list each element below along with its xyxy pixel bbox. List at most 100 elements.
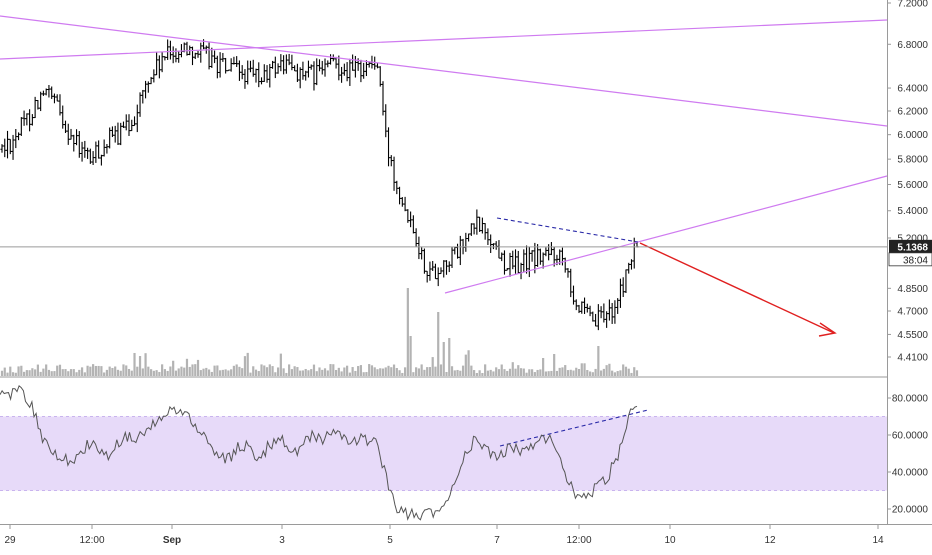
volume-bar xyxy=(254,369,258,376)
volume-bar xyxy=(442,342,445,376)
volume-bar xyxy=(161,364,164,376)
volume-bar xyxy=(315,371,318,376)
volume-bar xyxy=(111,367,114,376)
volume-bar xyxy=(415,367,418,376)
volume-bar xyxy=(434,366,437,376)
volume-bar xyxy=(202,368,205,376)
time-tick-label: 29 xyxy=(4,535,16,546)
volume-bar xyxy=(550,370,553,376)
volume-bar xyxy=(368,364,371,376)
volume-bar xyxy=(456,369,459,376)
price-tick-label: 6.4000 xyxy=(897,84,928,95)
volume-bar xyxy=(605,365,608,376)
volume-bar xyxy=(89,366,92,376)
volume-bar xyxy=(263,365,266,376)
volume-bar xyxy=(392,364,396,376)
volume-bar xyxy=(299,370,302,376)
volume-bar xyxy=(619,370,622,376)
volume-bar xyxy=(500,364,503,376)
price-tick-label: 6.0000 xyxy=(897,130,928,141)
price-bars xyxy=(0,39,639,331)
volume-bar xyxy=(296,367,299,376)
volume-bar xyxy=(80,367,84,376)
time-tick-label: 10 xyxy=(664,535,676,546)
volume-bar xyxy=(221,369,224,376)
volume-bar xyxy=(387,365,390,376)
volume-bar xyxy=(359,365,363,376)
volume-bar xyxy=(191,364,194,376)
volume-bar xyxy=(158,371,161,376)
volume-bar xyxy=(464,354,467,376)
volume-bar xyxy=(547,371,550,376)
price-tick-label: 4.5500 xyxy=(897,330,928,341)
volume-bar xyxy=(265,367,269,376)
volume-bar xyxy=(180,366,183,376)
volume-bar xyxy=(437,312,440,376)
volume-bar xyxy=(53,371,56,376)
price-tick-label: 5.8000 xyxy=(897,155,928,166)
volume-bars xyxy=(0,288,639,376)
volume-bar xyxy=(492,371,495,376)
volume-bar xyxy=(558,367,561,376)
volume-bar xyxy=(608,363,611,376)
price-tick-label: 4.4100 xyxy=(897,353,928,364)
time-tick-label: 12:00 xyxy=(79,535,104,546)
volume-bar xyxy=(365,372,368,376)
volume-bar xyxy=(459,370,462,376)
volume-bar xyxy=(169,366,172,376)
volume-bar xyxy=(205,367,208,376)
volume-bar xyxy=(326,370,329,376)
volume-bar xyxy=(453,370,456,376)
volume-bar xyxy=(613,372,617,376)
time-tick-label: 3 xyxy=(279,535,285,546)
volume-bar xyxy=(470,365,473,376)
volume-bar xyxy=(514,368,517,376)
volume-bar xyxy=(42,368,45,376)
volume-bar xyxy=(163,369,166,376)
volume-bar xyxy=(210,371,213,376)
volume-bar xyxy=(517,365,520,376)
volume-bar xyxy=(506,370,509,376)
volume-bar xyxy=(58,364,62,376)
volume-bar xyxy=(227,370,230,376)
volume-bar xyxy=(583,363,586,376)
volume-bar xyxy=(232,365,236,376)
volume-bar xyxy=(144,353,147,376)
volume-bar xyxy=(183,367,186,376)
oscillator-line xyxy=(0,384,638,521)
support-trendline xyxy=(444,175,888,294)
volume-bar xyxy=(188,366,191,376)
volume-bar xyxy=(103,372,106,376)
volume-bar xyxy=(61,369,64,376)
volume-bar xyxy=(539,369,542,376)
volume-bar xyxy=(97,365,100,376)
volume-bar xyxy=(340,371,343,376)
volume-bar xyxy=(630,372,633,376)
volume-bar xyxy=(627,368,630,376)
volume-bar xyxy=(591,372,594,376)
volume-bar xyxy=(108,366,111,376)
price-axis: 7.2000 6.8000 6.4000 6.2000 6.0000 5.8000 5.60… xyxy=(887,0,928,364)
volume-bar xyxy=(420,364,423,376)
drawing-tools xyxy=(0,15,888,447)
volume-bar xyxy=(105,369,109,376)
volume-bar xyxy=(45,364,48,376)
volume-bar xyxy=(486,370,490,376)
volume-bar xyxy=(566,370,570,376)
volume-bar xyxy=(553,354,556,376)
volume-bar xyxy=(511,362,514,376)
volume-bar xyxy=(78,369,81,376)
oscillator-tick-label: 80.0000 xyxy=(892,394,929,405)
volume-bar xyxy=(417,368,420,376)
volume-bar xyxy=(318,367,321,376)
price-tick-label: 5.4000 xyxy=(897,206,928,217)
volume-bar xyxy=(172,360,175,376)
volume-bar xyxy=(249,372,252,376)
volume-bar xyxy=(252,366,255,376)
volume-bar xyxy=(597,346,600,376)
volume-bar xyxy=(100,366,103,376)
volume-bar xyxy=(31,368,34,376)
volume-bar xyxy=(213,365,216,376)
